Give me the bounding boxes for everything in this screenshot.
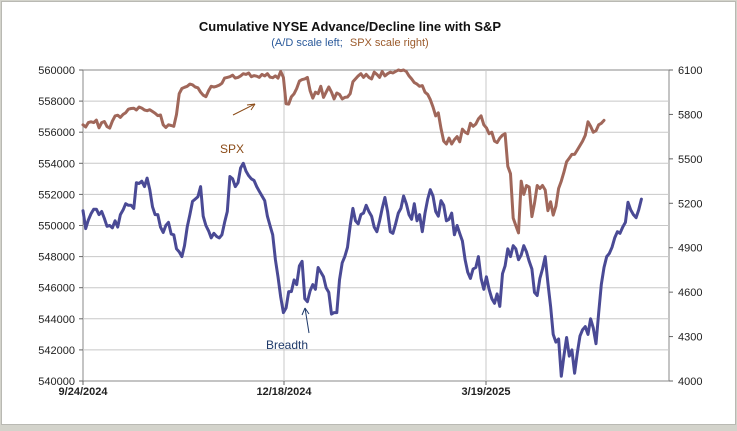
- left-tick-label: 544000: [38, 314, 75, 326]
- left-tick-label: 556000: [38, 127, 75, 139]
- spx-line: [81, 68, 606, 235]
- left-tick-label: 548000: [38, 252, 75, 264]
- left-tick-label: 560000: [38, 65, 75, 77]
- left-tick-label: 550000: [38, 221, 75, 233]
- x-tick-label: 9/24/2024: [59, 386, 109, 398]
- subtitle-right: SPX scale right): [350, 37, 429, 49]
- breadth-line: [81, 161, 643, 378]
- left-axis-ticks: 540000 542000 544000 546000 548000 550000 5520…: [38, 65, 83, 388]
- right-tick-label: 5200: [678, 198, 702, 210]
- left-tick-label: 554000: [38, 158, 75, 170]
- x-axis-ticks: 9/24/2024 12/18/2024 3/19/2025: [59, 381, 511, 398]
- x-tick-label: 3/19/2025: [462, 386, 511, 398]
- spx-annotation-arrow: [232, 103, 256, 116]
- x-gridlines: [283, 70, 487, 381]
- right-tick-label: 4300: [678, 332, 702, 344]
- right-tick-label: 6100: [678, 65, 702, 77]
- spx-annotation-label: SPX: [220, 142, 244, 156]
- breadth-annotation-label: Breadth: [266, 338, 308, 352]
- right-tick-label: 5800: [678, 109, 702, 121]
- left-tick-label: 542000: [38, 345, 75, 357]
- left-tick-label: 552000: [38, 189, 75, 201]
- right-tick-label: 4000: [678, 376, 702, 388]
- right-tick-label: 5500: [678, 154, 702, 166]
- x-tick-label: 12/18/2024: [256, 386, 312, 398]
- right-tick-label: 4900: [678, 243, 702, 255]
- left-tick-label: 540000: [38, 376, 75, 388]
- left-tick-label: 558000: [38, 96, 75, 108]
- subtitle-left: (A/D scale left;: [271, 37, 343, 49]
- left-tick-label: 546000: [38, 283, 75, 295]
- right-axis-ticks: 4000 4300 4600 4900 5200 5500 5800 6100: [669, 65, 702, 388]
- breadth-annotation-arrow: [301, 307, 310, 334]
- chart-subtitle: (A/D scale left; SPX scale right): [271, 37, 428, 49]
- right-tick-label: 4600: [678, 287, 702, 299]
- chart-title: Cumulative NYSE Advance/Decline line wit…: [199, 19, 502, 34]
